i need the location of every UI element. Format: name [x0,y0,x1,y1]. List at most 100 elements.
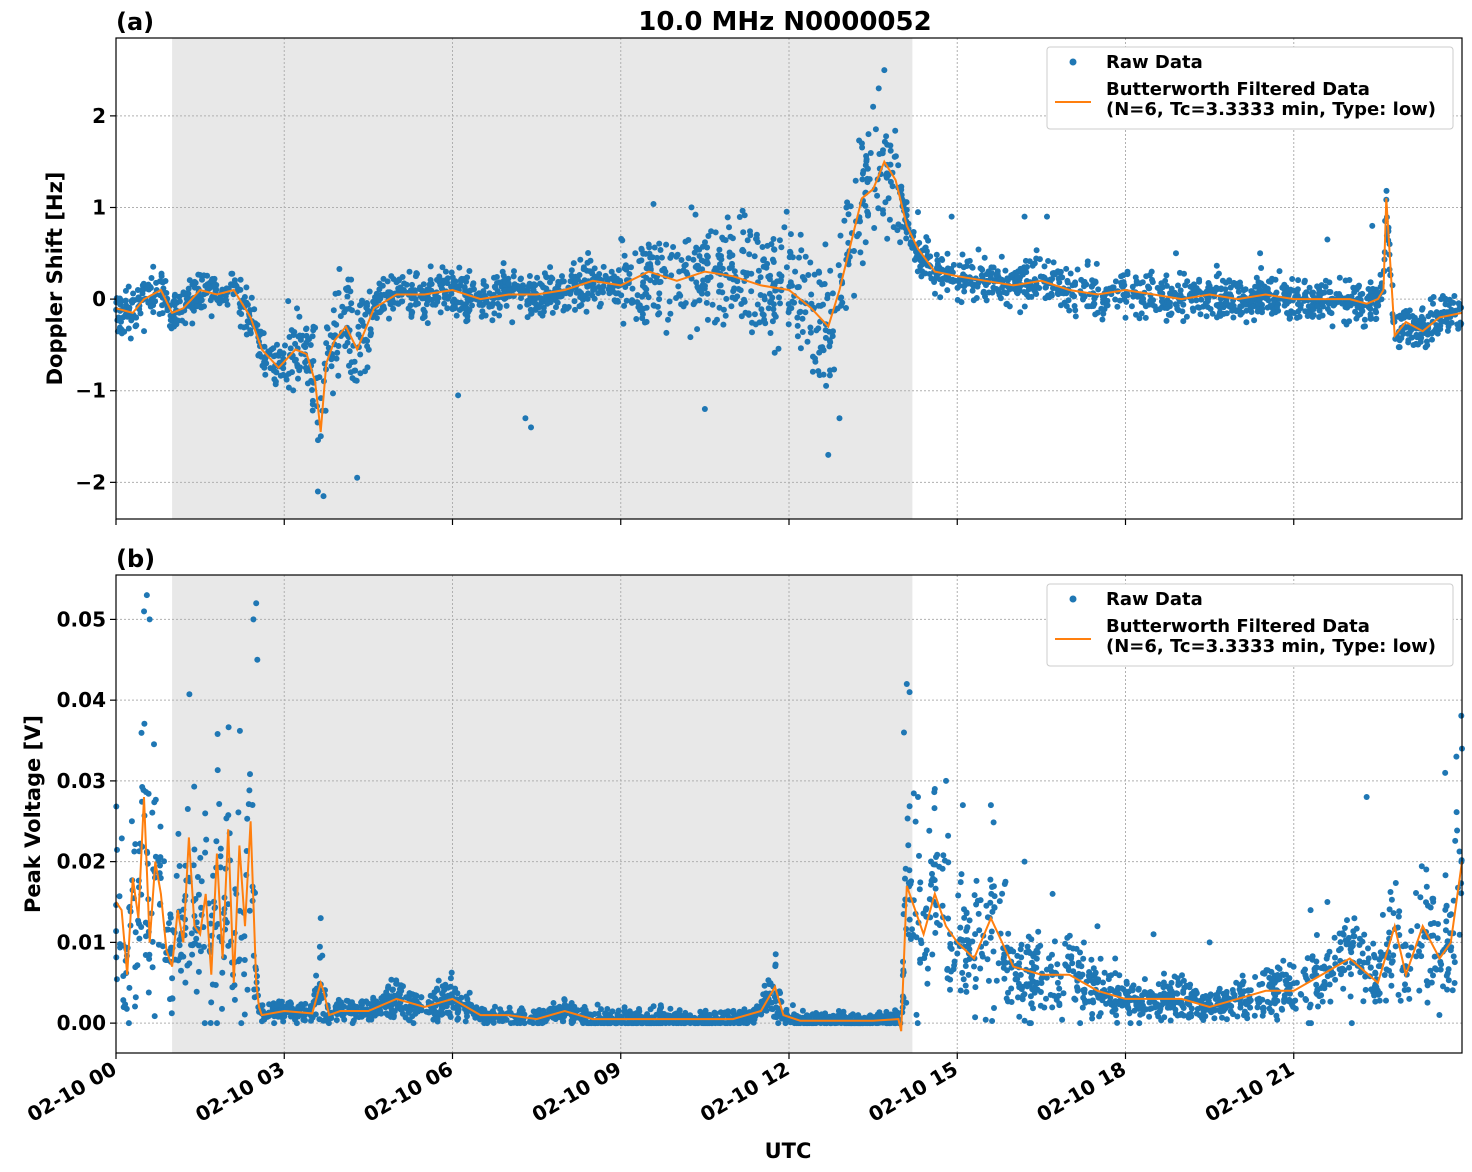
raw-data-point [910,244,917,251]
raw-data-point [1204,296,1211,303]
raw-data-point [1045,258,1052,264]
raw-data-point [201,1020,208,1027]
raw-data-point [457,278,464,285]
raw-data-point [1059,1016,1066,1023]
raw-data-point [921,245,928,252]
raw-data-point [1305,1020,1312,1027]
raw-data-point [797,345,804,352]
raw-data-point [1396,908,1403,915]
raw-data-point [1230,314,1237,321]
raw-data-point [448,290,455,297]
raw-data-point [650,302,657,309]
raw-data-point [1455,300,1462,307]
raw-data-point [237,276,244,283]
raw-data-point [1166,300,1173,307]
raw-data-point [736,214,743,220]
raw-data-point [1122,292,1129,299]
raw-data-point [945,832,952,839]
raw-data-point [809,368,816,375]
raw-data-point [1442,296,1449,303]
raw-data-point [1413,890,1419,896]
raw-data-point [983,297,990,304]
raw-data-point [808,291,815,298]
raw-data-point [646,250,653,257]
raw-data-point [207,1020,214,1026]
raw-data-point [334,349,341,356]
raw-data-point [455,1015,462,1022]
raw-data-point [596,303,603,310]
raw-data-point [771,311,778,318]
raw-data-point [419,295,426,302]
raw-data-point [197,948,204,955]
raw-data-point [961,288,968,295]
raw-data-point [167,312,174,319]
raw-data-point [438,1007,445,1014]
raw-data-point [983,271,990,278]
raw-data-point [633,316,640,322]
raw-data-point [990,819,997,826]
raw-data-point [843,305,849,311]
raw-data-point [130,290,137,297]
raw-data-point [343,306,350,313]
raw-data-point [1319,300,1326,307]
raw-data-point [1161,970,1167,977]
raw-data-point [1047,963,1054,970]
raw-data-point [1074,987,1081,994]
raw-data-point [1259,1012,1266,1019]
raw-data-point [1233,308,1240,315]
raw-data-point [1424,999,1431,1006]
raw-data-point [916,886,923,893]
raw-data-point [1116,972,1123,979]
raw-data-point [760,257,767,264]
raw-data-point [807,329,814,336]
raw-data-point [799,329,806,335]
raw-data-point [940,852,947,859]
raw-data-point [1259,305,1266,312]
raw-data-point [647,277,654,284]
raw-data-point [532,306,539,313]
raw-data-point [1158,298,1165,305]
raw-data-point [680,267,687,274]
raw-data-point [1392,943,1399,950]
raw-data-point [1030,953,1037,960]
raw-data-point [863,158,870,165]
raw-data-point [934,257,941,264]
raw-data-point [1442,301,1449,308]
raw-data-point [1163,272,1170,279]
raw-data-point [1031,260,1038,267]
raw-data-point [831,366,838,373]
raw-data-point [310,358,317,364]
raw-data-point [1211,1015,1218,1022]
raw-data-point [771,349,778,356]
raw-data-point [1318,282,1325,289]
raw-data-point [914,1020,921,1027]
raw-data-point [1361,316,1368,323]
raw-data-point [972,1014,979,1021]
raw-data-point [1336,274,1343,281]
raw-data-point [282,373,289,380]
raw-data-point [1408,944,1415,951]
raw-data-point [580,292,587,299]
raw-data-point [824,291,831,298]
raw-data-point [989,884,995,890]
raw-data-point [928,881,934,888]
raw-data-point [320,493,327,500]
raw-data-point [302,364,309,371]
raw-data-point [751,311,758,318]
raw-data-point [717,282,724,289]
raw-data-point [1081,986,1088,993]
raw-data-point [941,857,948,864]
raw-data-point [808,300,815,307]
raw-data-point [202,810,209,817]
raw-data-point [1304,955,1311,962]
raw-data-point [914,209,921,216]
raw-data-point [829,333,836,340]
raw-data-point [157,823,164,830]
raw-data-point [777,277,784,283]
raw-data-point [781,224,788,231]
raw-data-point [1223,310,1230,317]
raw-data-point [384,278,391,285]
raw-data-point [930,861,937,868]
raw-data-point [454,299,461,306]
